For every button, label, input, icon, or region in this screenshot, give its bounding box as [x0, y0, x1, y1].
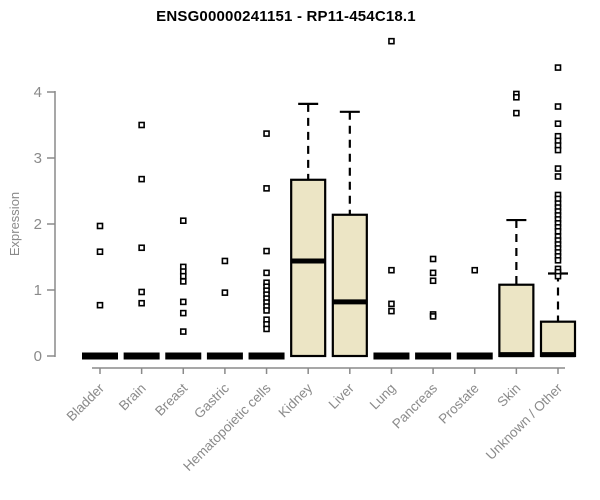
outlier-point: [179, 309, 187, 317]
collapsed-box: [165, 352, 202, 360]
outlier-point: [388, 307, 395, 315]
box: [331, 213, 368, 358]
outlier-point: [554, 146, 562, 154]
outlier-point: [138, 175, 145, 183]
outlier-point: [554, 165, 562, 172]
x-category-label: Lung: [367, 381, 399, 413]
outlier-point: [388, 300, 395, 308]
box: [539, 320, 577, 358]
collapsed-box: [415, 352, 452, 360]
outlier-point: [179, 217, 187, 224]
outlier-point: [471, 266, 479, 274]
outlier-point: [138, 288, 145, 296]
outlier-point: [263, 185, 270, 192]
outlier-point: [513, 109, 520, 117]
outlier-point: [263, 325, 270, 333]
outlier-point: [96, 248, 104, 256]
collapsed-box: [206, 352, 243, 360]
outlier-point: [179, 328, 187, 335]
outlier-point: [429, 269, 437, 277]
x-category-label: Unknown / Other: [483, 380, 566, 463]
collapsed-box: [82, 352, 118, 360]
outlier-point: [96, 222, 104, 230]
x-category-label: Liver: [326, 380, 358, 412]
collapsed-box: [123, 352, 160, 360]
outlier-point: [429, 313, 437, 320]
outlier-point: [429, 277, 437, 285]
x-category-label: Pancreas: [389, 380, 440, 431]
outlier-point: [388, 37, 395, 45]
y-tick-label: 4: [34, 84, 42, 101]
outlier-point: [554, 103, 562, 110]
y-tick-label: 3: [34, 150, 42, 167]
y-tick-label: 2: [34, 216, 42, 233]
outlier-point: [513, 93, 520, 101]
x-category-label: Skin: [494, 381, 523, 410]
outlier-point: [179, 272, 187, 280]
outlier-point: [263, 269, 270, 277]
x-category-label: Kidney: [276, 380, 316, 420]
outlier-point: [138, 244, 145, 252]
outlier-point: [429, 255, 437, 263]
outlier-point: [179, 298, 187, 306]
outlier-point: [179, 278, 187, 285]
collapsed-box: [373, 352, 410, 360]
x-category-label: Bladder: [64, 380, 108, 424]
outlier-point: [554, 120, 562, 127]
box: [290, 178, 327, 358]
collapsed-box: [248, 352, 285, 360]
y-tick-label: 0: [34, 348, 42, 365]
x-category-label: Gastric: [191, 380, 232, 421]
outlier-point: [138, 121, 145, 129]
x-category-label: Brain: [116, 381, 149, 414]
collapsed-box: [456, 352, 493, 360]
outlier-point: [221, 257, 229, 265]
outlier-point: [221, 289, 229, 296]
outlier-point: [388, 266, 395, 274]
outlier-point: [263, 307, 270, 314]
chart-title: ENSG00000241151 - RP11-454C18.1: [156, 8, 416, 25]
outlier-point: [554, 64, 562, 71]
outlier-point: [554, 256, 562, 264]
outlier-point: [263, 130, 270, 137]
outlier-point: [96, 301, 104, 309]
outlier-point: [554, 227, 562, 235]
x-category-label: Prostate: [436, 381, 482, 427]
x-category-label: Breast: [152, 380, 190, 418]
outlier-point: [138, 299, 145, 307]
y-tick-label: 1: [34, 282, 42, 299]
outlier-point: [263, 247, 270, 255]
outlier-point: [554, 173, 562, 180]
box: [498, 283, 535, 358]
outlier-point: [554, 272, 562, 280]
